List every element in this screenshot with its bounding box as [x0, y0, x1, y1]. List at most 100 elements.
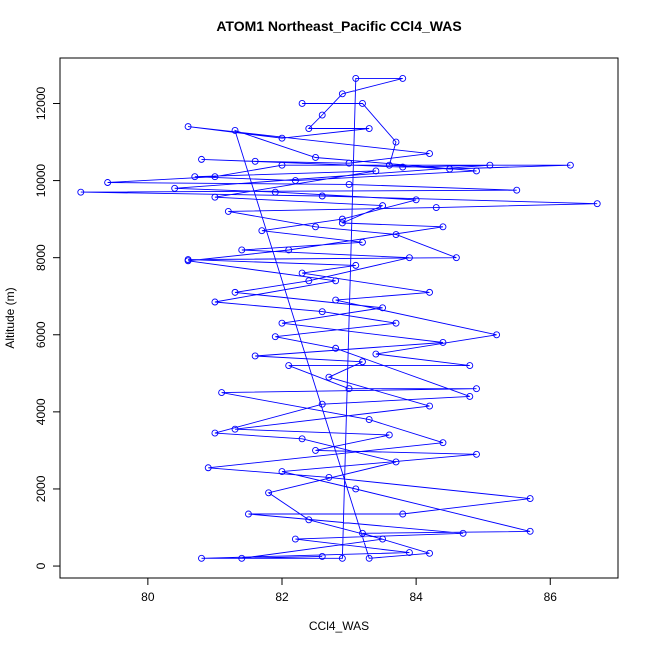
data-point [365, 416, 373, 424]
data-point [251, 157, 259, 165]
data-point [104, 179, 112, 186]
data-point [372, 350, 380, 358]
data-point [278, 134, 286, 142]
y-tick-label: 6000 [34, 321, 48, 348]
data-point [439, 223, 447, 231]
y-tick-label: 2000 [34, 475, 48, 502]
y-tick-label: 8000 [34, 244, 48, 271]
data-point [446, 165, 454, 173]
data-point [258, 227, 266, 235]
data-point [198, 155, 205, 163]
data-point [392, 458, 400, 466]
data-point [345, 180, 353, 188]
data-point [359, 100, 366, 107]
data-point [231, 127, 239, 134]
data-point [493, 331, 501, 339]
data-point [305, 516, 313, 524]
data-point [352, 261, 360, 269]
data-point [526, 527, 534, 535]
data-point [385, 161, 393, 169]
data-point [473, 167, 480, 175]
data-point [399, 510, 407, 518]
data-point [271, 333, 279, 341]
data-point [305, 277, 313, 285]
data-point [466, 362, 474, 370]
data-point [345, 159, 353, 167]
data-point [338, 554, 346, 562]
data-point [325, 473, 333, 481]
data-point [278, 468, 286, 476]
data-point [318, 552, 326, 560]
data-point [204, 464, 212, 472]
data-point [285, 362, 293, 370]
data-point [426, 288, 433, 296]
data-point [191, 173, 199, 181]
data-point [318, 111, 326, 119]
data-point [426, 402, 433, 410]
data-point [271, 188, 279, 196]
data-point [365, 554, 373, 562]
y-tick-label: 12000 [34, 86, 48, 120]
data-point [184, 257, 192, 265]
data-point [513, 186, 521, 194]
data-point [332, 296, 340, 304]
data-point [399, 163, 407, 171]
data-point [352, 485, 360, 493]
data-point [338, 90, 346, 98]
data-point [245, 510, 252, 518]
data-point [278, 319, 286, 327]
data-point [312, 223, 319, 231]
data-point [399, 74, 407, 82]
chart-title: ATOM1 Northeast_Pacific CCl4_WAS [216, 18, 461, 34]
y-tick-label: 0 [34, 562, 48, 569]
x-tick-label: 80 [141, 590, 155, 604]
data-point [278, 161, 286, 169]
data-point [318, 400, 326, 408]
data-point [318, 192, 326, 200]
x-tick-label: 84 [409, 590, 423, 604]
data-point [365, 125, 373, 132]
data-point [352, 74, 360, 82]
data-point [412, 196, 420, 204]
x-axis-label: CCl4_WAS [309, 619, 369, 633]
data-point [218, 389, 226, 397]
data-point [405, 254, 413, 262]
data-point [312, 446, 319, 454]
data-point [285, 246, 293, 254]
data-point [452, 254, 460, 262]
data-point [318, 308, 326, 316]
data-point [459, 529, 467, 537]
plot-frame [59, 57, 619, 579]
data-point [291, 535, 299, 543]
data-point [466, 392, 474, 400]
data-point [439, 439, 447, 447]
data-point [392, 138, 400, 146]
data-point [486, 161, 494, 169]
data-point [345, 385, 353, 393]
data-line [80, 77, 598, 559]
data-point [298, 269, 306, 277]
data-point [171, 184, 179, 192]
data-point [231, 288, 239, 296]
data-point [379, 535, 387, 543]
data-point [359, 529, 366, 537]
data-point [211, 173, 219, 181]
data-point [231, 425, 239, 433]
data-point [325, 373, 333, 381]
data-point [426, 549, 433, 557]
data-point [312, 154, 319, 161]
data-point [332, 277, 340, 285]
data-point [77, 188, 85, 196]
data-point [224, 207, 232, 215]
data-point [211, 429, 219, 437]
data-point [473, 385, 480, 393]
data-point [385, 431, 393, 439]
data-point [298, 100, 306, 107]
data-point [526, 495, 534, 503]
data-point [405, 549, 413, 557]
data-point [392, 319, 400, 327]
data-point [473, 450, 480, 458]
data-point [439, 339, 447, 346]
x-tick-label: 82 [275, 590, 289, 604]
